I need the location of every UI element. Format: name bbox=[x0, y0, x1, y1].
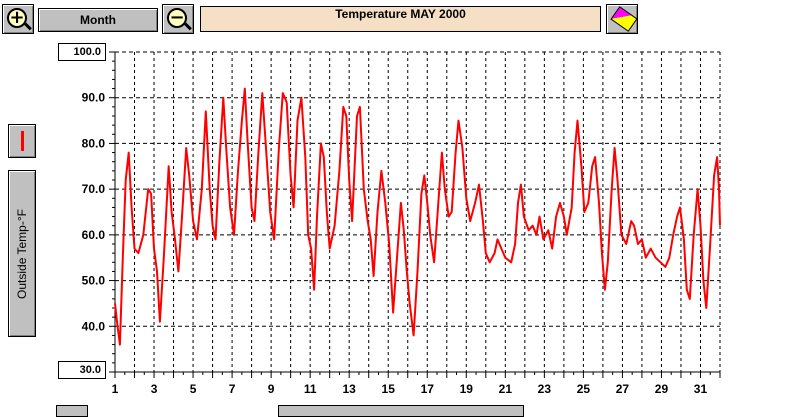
y-tick-label: 40.0 bbox=[82, 319, 106, 333]
y-min-field[interactable]: 30.0 bbox=[58, 361, 106, 379]
x-tick-label: 7 bbox=[229, 382, 236, 396]
period-button[interactable]: Month bbox=[38, 8, 158, 32]
x-tick-label: 19 bbox=[460, 382, 474, 396]
x-tick-label: 11 bbox=[304, 382, 317, 396]
x-tick-label: 1 bbox=[112, 382, 119, 396]
y-max-field[interactable]: 100.0 bbox=[58, 43, 106, 61]
scroll-left-button[interactable] bbox=[56, 405, 88, 417]
x-tick-label: 31 bbox=[694, 382, 708, 396]
zoom-in-button[interactable]: + bbox=[2, 4, 34, 34]
x-tick-label: 13 bbox=[343, 382, 357, 396]
series-color-button[interactable] bbox=[8, 124, 36, 158]
x-tick-label: 9 bbox=[268, 382, 275, 396]
x-tick-label: 25 bbox=[577, 382, 591, 396]
x-tick-label: 15 bbox=[382, 382, 396, 396]
y-tick-label: 50.0 bbox=[82, 274, 106, 288]
zoom-out-icon: − bbox=[167, 8, 187, 28]
x-tick-label: 27 bbox=[616, 382, 630, 396]
y-tick-label: 80.0 bbox=[82, 136, 106, 150]
y-tick-label: 70.0 bbox=[82, 182, 106, 196]
x-tick-label: 5 bbox=[190, 382, 197, 396]
zoom-out-button[interactable]: − bbox=[162, 4, 194, 34]
x-tick-label: 29 bbox=[655, 382, 669, 396]
y-tick-label: 90.0 bbox=[82, 91, 106, 105]
zoom-in-icon: + bbox=[7, 8, 27, 28]
x-tick-label: 3 bbox=[151, 382, 158, 396]
series-color-swatch bbox=[21, 131, 24, 151]
x-tick-label: 21 bbox=[499, 382, 513, 396]
horizontal-scrollbar[interactable] bbox=[278, 405, 524, 417]
series-label-button[interactable]: Outside Temp-°F bbox=[8, 170, 36, 337]
series-line bbox=[114, 87, 721, 346]
pen-color-button[interactable] bbox=[606, 4, 638, 34]
chart-title: Temperature MAY 2000 bbox=[200, 6, 601, 32]
y-tick-label: 60.0 bbox=[82, 228, 106, 242]
x-tick-label: 17 bbox=[421, 382, 435, 396]
x-tick-label: 23 bbox=[538, 382, 552, 396]
